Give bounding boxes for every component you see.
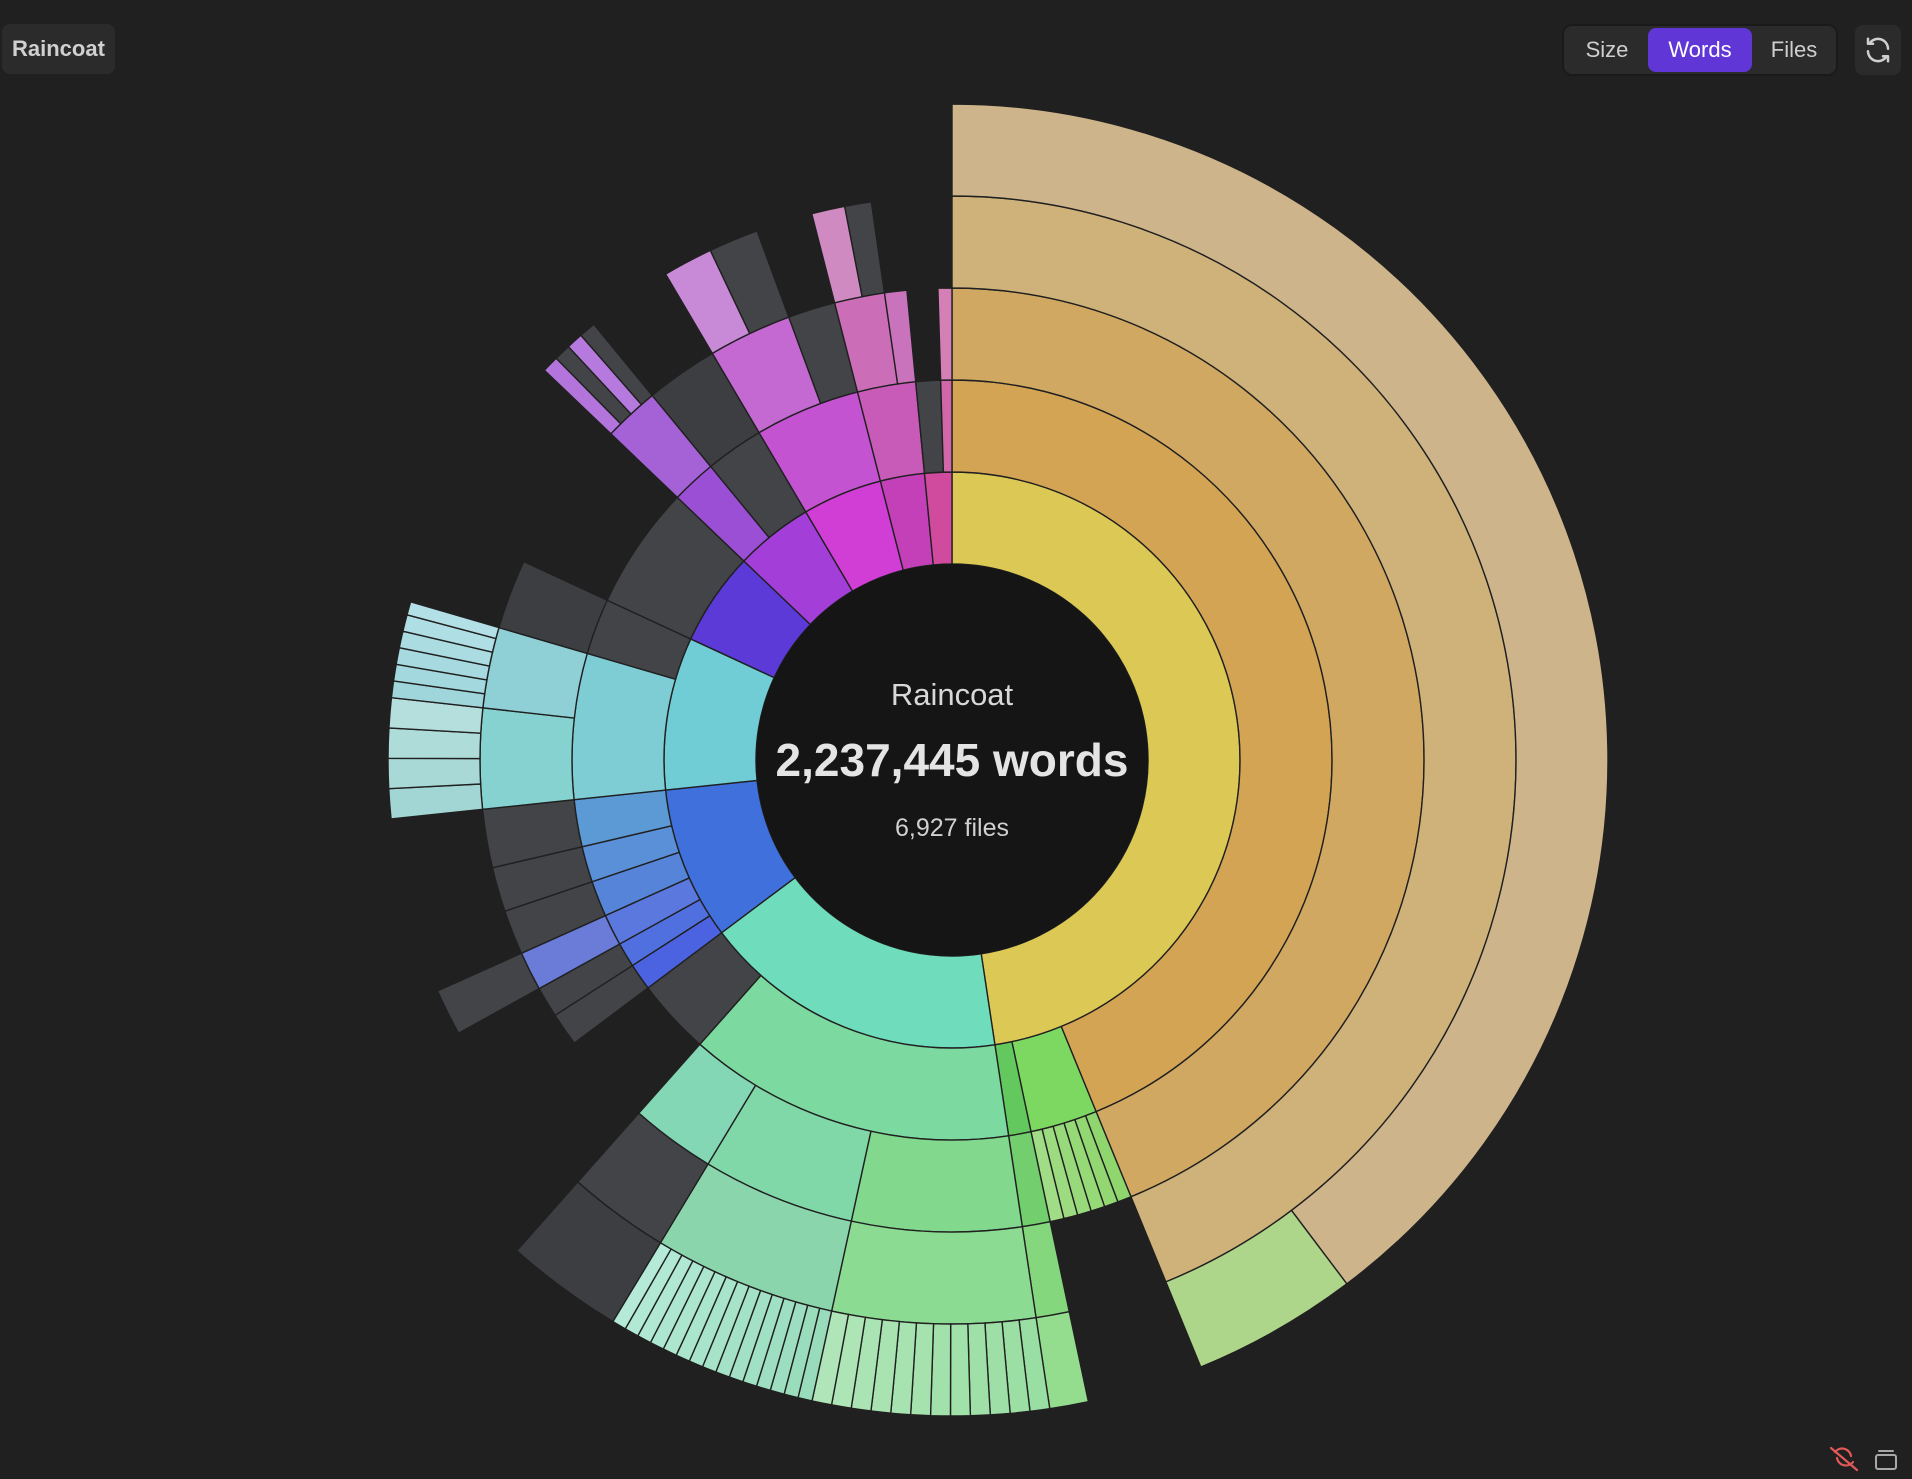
sunburst-segment-1-0-0-0-4[interactable]	[949, 1323, 972, 1417]
sunburst-segment-0-0-0-0-1[interactable]	[1164, 1209, 1348, 1368]
breadcrumb-root[interactable]: Raincoat	[2, 24, 115, 74]
stack-icon[interactable]	[1875, 1450, 1897, 1470]
sunburst-arcs	[387, 103, 1609, 1417]
size-toggle-button[interactable]: Size	[1566, 28, 1648, 72]
center-title: Raincoat	[891, 677, 1014, 712]
sunburst-segment-3-0-0-1[interactable]	[387, 757, 482, 790]
metric-toggle: Size Words Files	[1562, 24, 1838, 76]
center-circle[interactable]	[756, 564, 1148, 956]
sunburst-segment-1-0-0[interactable]	[850, 1130, 1024, 1233]
status-icons	[1820, 1440, 1912, 1474]
sunburst-segment-8-1[interactable]	[939, 379, 953, 473]
words-toggle-button[interactable]: Words	[1648, 28, 1752, 72]
refresh-icon	[1866, 37, 1890, 63]
sunburst-segment-3-0-0-0[interactable]	[387, 783, 484, 820]
center-file-count: 6,927 files	[895, 814, 1009, 842]
center-word-count: 2,237,445 words	[776, 734, 1129, 786]
refresh-button[interactable]	[1855, 25, 1901, 75]
sunburst-segment-3-0-0[interactable]	[479, 707, 576, 811]
sunburst-segment-2-2-0-0[interactable]	[436, 952, 541, 1035]
sync-off-icon[interactable]	[1829, 1446, 1859, 1472]
files-toggle-button[interactable]: Files	[1752, 28, 1836, 72]
sunburst-segment-1-0-0-0[interactable]	[830, 1220, 1037, 1325]
sunburst-segment-0-0-0-0-0[interactable]	[951, 103, 1609, 1285]
sunburst-segment-1-0-2-0-0[interactable]	[515, 1180, 662, 1323]
sunburst-segment-8-1-0[interactable]	[937, 287, 953, 381]
